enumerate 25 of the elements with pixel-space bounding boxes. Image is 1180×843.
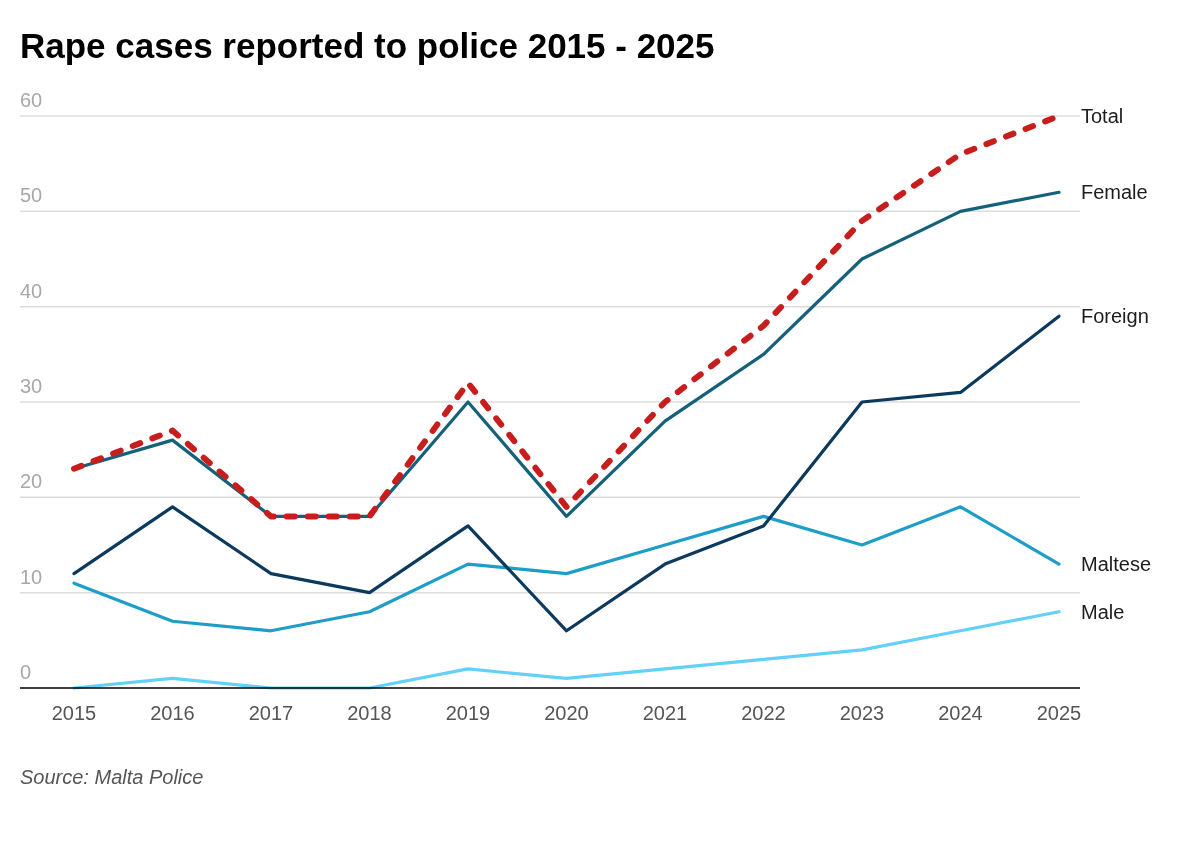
- x-tick-label: 2022: [741, 702, 786, 724]
- x-tick-label: 2024: [938, 702, 983, 724]
- x-tick-label: 2020: [544, 702, 589, 724]
- y-tick-label: 50: [20, 184, 43, 207]
- x-tick-label: 2018: [347, 702, 392, 724]
- chart-title: Rape cases reported to police 2015 - 2025: [20, 26, 715, 65]
- x-tick-label: 2019: [445, 702, 491, 724]
- series-label: Male: [1081, 600, 1125, 623]
- x-tick-label: 2016: [150, 702, 195, 724]
- x-tick-label: 2015: [51, 702, 97, 724]
- source-note: Source: Malta Police: [20, 766, 204, 788]
- y-tick-label: 20: [20, 470, 43, 493]
- y-tick-label: 40: [20, 279, 43, 302]
- x-tick-label: 2023: [839, 702, 885, 724]
- series-label: Foreign: [1081, 305, 1149, 328]
- series-label: Total: [1081, 105, 1124, 127]
- series-label: Female: [1081, 181, 1148, 204]
- series-label: Maltese: [1081, 553, 1152, 576]
- y-tick-label: 10: [20, 565, 43, 588]
- y-tick-label: 60: [20, 89, 43, 111]
- x-tick-label: 2021: [642, 702, 688, 724]
- x-tick-label: 2025: [1036, 702, 1082, 724]
- y-tick-label: 30: [20, 375, 43, 397]
- y-tick-label: 0: [20, 661, 32, 683]
- x-tick-label: 2017: [248, 702, 294, 724]
